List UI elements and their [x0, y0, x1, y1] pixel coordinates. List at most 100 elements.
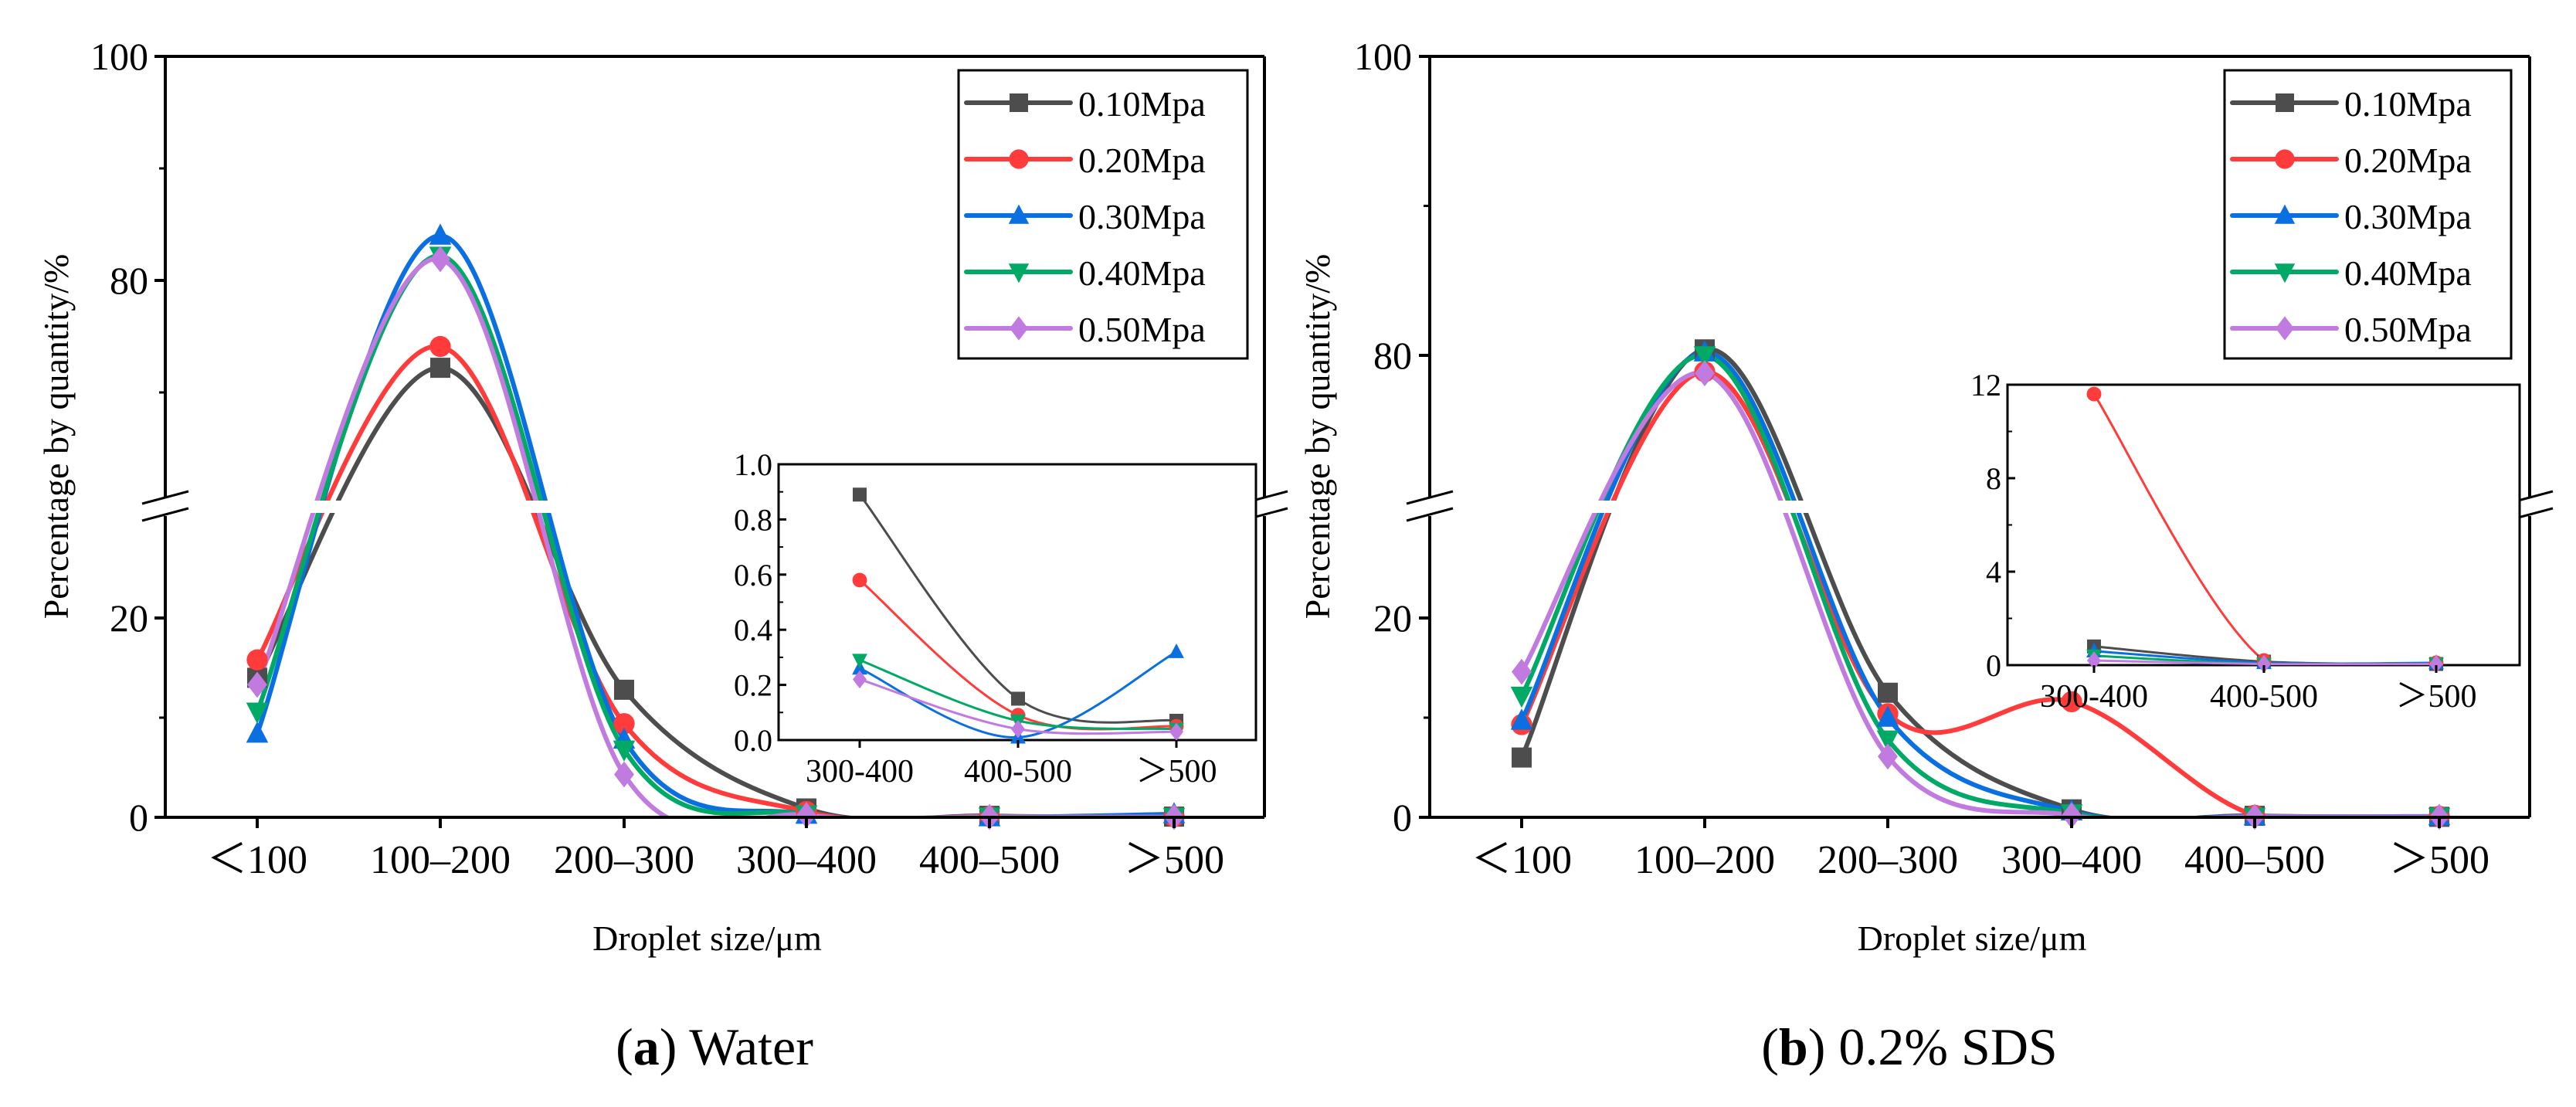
- y-axis-label: Percentage by quantity/%: [36, 254, 76, 620]
- x-tick-label: 200–300: [1817, 838, 1958, 882]
- x-tick-label: ＞500: [1124, 838, 1224, 882]
- diamond-marker: [796, 802, 816, 829]
- legend-entry: 0.30Mpa: [964, 197, 1206, 236]
- x-tick-label: ＜100: [207, 838, 307, 882]
- x-axis-label: Droplet size/μm: [1858, 919, 2087, 958]
- diamond-marker: [2276, 316, 2294, 341]
- inset-y-tick-label: 0.0: [734, 723, 772, 758]
- inset-line-0.10Mpa: [858, 494, 1177, 724]
- triangle-up-marker: [1510, 708, 1533, 730]
- legend-label: 0.20Mpa: [1078, 141, 1206, 180]
- diamond-marker: [853, 670, 867, 689]
- circle-marker: [1009, 149, 1029, 169]
- diamond-marker: [1010, 316, 1028, 341]
- x-tick-label: 200–300: [554, 838, 694, 882]
- triangle-down-marker: [246, 702, 269, 724]
- diamond-marker: [1695, 360, 1715, 387]
- legend-label: 0.10Mpa: [1078, 84, 1206, 124]
- inset-x-tick-label: 400-500: [2210, 679, 2318, 715]
- square-marker: [614, 679, 634, 700]
- x-axis-label: Droplet size/μm: [592, 919, 822, 958]
- x-tick-label: 300–400: [736, 838, 877, 882]
- inset-chart: 0.0 0.2 0.4 0.6 0.8 1.0 300-400 400-500 ＞500: [734, 447, 1257, 790]
- circle-marker: [2061, 691, 2082, 713]
- square-marker: [1512, 747, 1532, 768]
- legend-entry: 0.20Mpa: [2230, 141, 2472, 180]
- square-marker: [1878, 682, 1898, 703]
- inset-y-tick-label: 0.2: [734, 668, 772, 703]
- triangle-up-marker: [429, 223, 452, 245]
- caption-text: ) Water: [660, 1017, 813, 1076]
- triangle-up-marker: [1169, 643, 1184, 658]
- legend-label: 0.40Mpa: [1078, 253, 1206, 293]
- inset-x-tick-label: 300-400: [806, 754, 914, 790]
- triangle-down-marker: [1693, 346, 1716, 368]
- x-tick-label: 400–500: [2184, 838, 2325, 882]
- diamond-marker: [430, 246, 450, 273]
- y-tick-label: 20: [1373, 596, 1412, 640]
- panel-water: 0 20 80 100 ＜100 100–200 200–300 300–400 400–500…: [36, 35, 1288, 1076]
- x-tick-label: 100–200: [370, 838, 511, 882]
- diamond-marker: [1512, 658, 1532, 685]
- legend-entry: 0.10Mpa: [964, 84, 1206, 124]
- square-marker: [853, 487, 867, 502]
- circle-marker: [2275, 149, 2295, 169]
- triangle-down-marker: [2274, 263, 2296, 284]
- inset-y-tick-label: 0.8: [734, 502, 772, 537]
- legend-entry: 0.20Mpa: [964, 141, 1206, 180]
- axis-break-mark: [141, 507, 189, 522]
- diamond-marker: [2062, 802, 2082, 829]
- inset-y-tick-label: 0.6: [734, 558, 772, 593]
- circle-marker: [246, 649, 268, 671]
- legend-label: 0.30Mpa: [2344, 197, 2472, 236]
- y-tick-label: 20: [110, 596, 148, 640]
- diamond-marker: [1878, 743, 1898, 770]
- legend-entry: 0.10Mpa: [2230, 84, 2472, 124]
- diamond-marker: [247, 671, 267, 698]
- diamond-marker: [2087, 651, 2101, 670]
- triangle-up-marker: [1008, 204, 1030, 224]
- y-tick-label: 100: [90, 35, 148, 78]
- triangle-down-marker: [1876, 730, 1899, 752]
- x-tick-label: 100–200: [1634, 838, 1775, 882]
- legend-label: 0.30Mpa: [1078, 197, 1206, 236]
- y-tick-label: 80: [1373, 334, 1412, 377]
- y-tick-label: 0: [129, 796, 148, 839]
- triangle-up-marker: [246, 722, 269, 743]
- legend-entry: 0.50Mpa: [964, 310, 1206, 349]
- panel-caption: (a) Water: [616, 1017, 813, 1076]
- caption-text: ) 0.2% SDS: [1808, 1017, 2058, 1076]
- caption-label: b: [1779, 1017, 1808, 1076]
- inset-y-tick-label: 0.4: [734, 613, 772, 647]
- x-tick-label: ＞500: [2389, 838, 2489, 882]
- diamond-marker: [2429, 654, 2443, 674]
- legend-label: 0.20Mpa: [2344, 141, 2472, 180]
- diamond-marker: [2257, 654, 2271, 674]
- inset-chart: 0 4 8 12 300-400 400-500 ＞500: [1970, 368, 2521, 715]
- inset-y-tick-label: 4: [1986, 555, 2001, 589]
- legend: 0.10Mpa 0.20Mpa 0.30Mpa 0.40Mpa 0.50Mpa: [2223, 69, 2513, 360]
- legend-label: 0.40Mpa: [2344, 253, 2472, 293]
- panel-caption: (b) 0.2% SDS: [1761, 1017, 2058, 1076]
- legend-label: 0.50Mpa: [2344, 310, 2472, 349]
- legend-label: 0.50Mpa: [1078, 310, 1206, 349]
- triangle-down-marker: [1008, 263, 1030, 284]
- circle-marker: [613, 713, 635, 735]
- triangle-down-marker: [1510, 686, 1533, 708]
- legend-entry: 0.30Mpa: [2230, 197, 2472, 236]
- triangle-up-marker: [2274, 204, 2296, 224]
- inset-x-tick-label: 300-400: [2040, 679, 2148, 715]
- circle-marker: [852, 572, 867, 588]
- legend-entry: 0.40Mpa: [964, 253, 1206, 293]
- circle-marker: [429, 335, 451, 358]
- triangle-down-marker: [613, 740, 636, 762]
- circle-marker: [2086, 386, 2102, 402]
- axis-break-mark: [1406, 490, 1454, 505]
- y-tick-label: 0: [1393, 796, 1412, 839]
- inset-line-0.20Mpa: [2092, 393, 2437, 665]
- x-tick-label: ＜100: [1471, 838, 1572, 882]
- legend-entry: 0.50Mpa: [2230, 310, 2472, 349]
- diamond-marker: [1011, 720, 1025, 739]
